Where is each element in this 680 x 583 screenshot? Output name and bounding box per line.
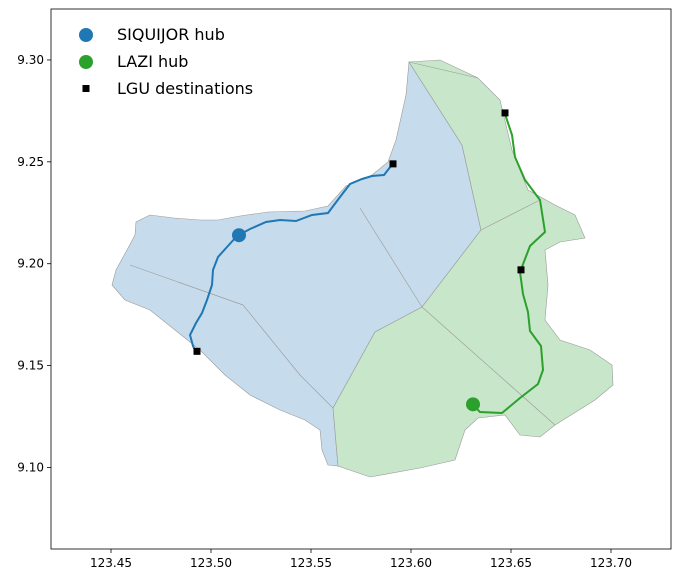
siquijor-route-north (236, 165, 392, 237)
lgu-destinations (193, 109, 525, 355)
legend-label-lgu: LGU destinations (117, 79, 253, 98)
y-tick-label: 9.20 (17, 257, 44, 271)
y-axis-ticks: 9.10 9.15 9.20 9.25 9.30 (17, 53, 51, 474)
siquijor-route-west (188, 235, 238, 353)
lgu-destination-marker (501, 109, 509, 117)
x-tick-label: 123.45 (90, 556, 132, 570)
y-tick-label: 9.10 (17, 460, 44, 474)
x-tick-label: 123.60 (390, 556, 432, 570)
lgu-destination-marker (193, 347, 201, 355)
hub-markers (232, 228, 480, 412)
y-tick-label: 9.30 (17, 53, 44, 67)
x-tick-label: 123.55 (290, 556, 332, 570)
x-tick-label: 123.65 (490, 556, 532, 570)
legend-label-lazi: LAZI hub (117, 52, 188, 71)
legend: SIQUIJOR hub LAZI hub LGU destinations (79, 25, 253, 98)
axes-frame (50, 8, 672, 550)
legend-marker-siquijor (79, 28, 93, 42)
legend-marker-lazi (79, 55, 93, 69)
y-tick-label: 9.15 (17, 359, 44, 373)
x-axis-ticks: 123.45 123.50 123.55 123.60 123.65 123.70 (90, 549, 632, 570)
x-tick-label: 123.70 (590, 556, 632, 570)
lgu-destination-marker (517, 266, 525, 274)
lgu-destination-marker (389, 160, 397, 168)
municipal-boundaries (129, 61, 556, 426)
y-tick-label: 9.25 (17, 155, 44, 169)
siquijor-hub-marker (232, 228, 246, 243)
legend-marker-lgu (82, 85, 90, 92)
lazi-route (472, 113, 547, 415)
lazi-hub-marker (466, 397, 480, 412)
x-tick-label: 123.50 (190, 556, 232, 570)
legend-label-siquijor: SIQUIJOR hub (117, 25, 225, 44)
